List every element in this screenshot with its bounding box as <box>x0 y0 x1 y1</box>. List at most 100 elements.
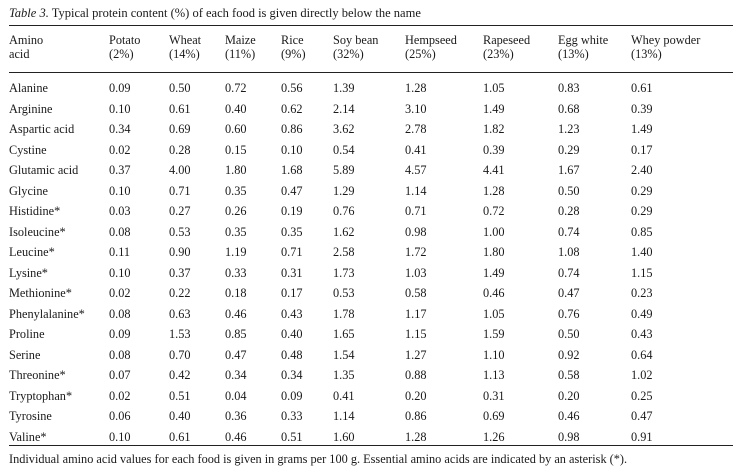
amino-acid-name: Leucine* <box>9 245 55 259</box>
value-cell: 0.61 <box>631 81 653 95</box>
value-cell: 0.41 <box>333 388 355 403</box>
value-cell: 0.10 <box>281 142 303 157</box>
value-cell: 0.71 <box>405 204 427 218</box>
value-cell: 1.49 <box>631 122 653 136</box>
header-food-name: Egg white <box>558 33 609 47</box>
value-cell: 1.60 <box>333 429 355 444</box>
header-food: Rapeseed (23%) <box>483 33 558 73</box>
value-cell: 0.69 <box>483 409 505 423</box>
value-cell: 1.02 <box>631 368 653 382</box>
header-food-name: Maize <box>225 33 256 47</box>
amino-acid-table: Amino acid Potato (2%) Wheat (14%) Maize (11%)… <box>9 33 733 447</box>
header-food-name: Potato <box>109 33 141 47</box>
table-row: Aspartic acid 0.34 0.69 0.60 0.86 3.62 2.78 1.8… <box>9 119 733 140</box>
value-cell: 0.33 <box>225 265 247 280</box>
value-cell: 0.09 <box>281 388 303 403</box>
value-cell: 3.62 <box>333 122 355 136</box>
amino-acid-name: Isoleucine* <box>9 224 66 239</box>
amino-acid-name: Methionine* <box>9 286 72 300</box>
value-cell: 0.50 <box>169 81 191 95</box>
value-cell: 0.35 <box>225 224 247 239</box>
value-cell: 0.51 <box>169 388 191 403</box>
value-cell: 0.10 <box>109 429 131 444</box>
value-cell: 1.10 <box>483 347 505 362</box>
amino-acid-name: Alanine <box>9 81 48 95</box>
caption-text: Typical protein content (%) of each food… <box>48 6 421 20</box>
value-cell: 0.15 <box>225 142 247 157</box>
header-food-protein: (14%) <box>169 47 200 61</box>
value-cell: 1.80 <box>225 163 247 177</box>
header-food-name: Wheat <box>169 33 202 47</box>
value-cell: 0.10 <box>109 183 131 198</box>
value-cell: 1.05 <box>483 306 505 321</box>
value-cell: 4.41 <box>483 163 505 177</box>
value-cell: 0.62 <box>281 101 303 116</box>
value-cell: 1.08 <box>558 245 580 259</box>
table-row: Histidine* 0.03 0.27 0.26 0.19 0.76 0.71 0.72 0.… <box>9 201 733 222</box>
header-food-name: Whey powder <box>631 33 701 47</box>
value-cell: 0.07 <box>109 368 131 382</box>
value-cell: 0.08 <box>109 306 131 321</box>
table-row: Arginine 0.10 0.61 0.40 0.62 2.14 3.10 1.49 0.68… <box>9 99 733 120</box>
amino-acid-name: Glycine <box>9 183 48 198</box>
value-cell: 0.34 <box>109 122 131 136</box>
value-cell: 0.34 <box>281 368 303 382</box>
value-cell: 0.47 <box>225 347 247 362</box>
value-cell: 0.61 <box>169 101 191 116</box>
value-cell: 0.85 <box>225 327 247 341</box>
value-cell: 0.03 <box>109 204 131 218</box>
value-cell: 0.37 <box>169 265 191 280</box>
table-row: Lysine* 0.10 0.37 0.33 0.31 1.73 1.03 1.49 0.74 1… <box>9 263 733 284</box>
value-cell: 0.43 <box>631 327 653 341</box>
value-cell: 4.00 <box>169 163 191 177</box>
value-cell: 0.64 <box>631 347 653 362</box>
value-cell: 0.74 <box>558 224 580 239</box>
header-food: Egg white (13%) <box>558 33 631 73</box>
table-row: Tryptophan* 0.02 0.51 0.04 0.09 0.41 0.20 0.31 0… <box>9 386 733 407</box>
value-cell: 1.13 <box>483 368 505 382</box>
value-cell: 0.35 <box>225 183 247 198</box>
value-cell: 0.09 <box>109 81 131 95</box>
value-cell: 1.49 <box>483 265 505 280</box>
header-amino-line1: Amino <box>9 33 44 47</box>
value-cell: 0.71 <box>281 245 303 259</box>
value-cell: 1.49 <box>483 101 505 116</box>
value-cell: 1.00 <box>483 224 505 239</box>
value-cell: 1.68 <box>281 163 303 177</box>
header-row: Amino acid Potato (2%) Wheat (14%) Maize (11%)… <box>9 33 733 73</box>
value-cell: 1.29 <box>333 183 355 198</box>
value-cell: 0.53 <box>333 286 355 300</box>
value-cell: 0.37 <box>109 163 131 177</box>
value-cell: 0.48 <box>281 347 303 362</box>
value-cell: 0.28 <box>169 142 191 157</box>
amino-acid-name: Tyrosine <box>9 409 52 423</box>
header-food: Hempseed (25%) <box>405 33 483 73</box>
table-row: Serine 0.08 0.70 0.47 0.48 1.54 1.27 1.10 0.92 0.… <box>9 345 733 366</box>
table-row: Proline 0.09 1.53 0.85 0.40 1.65 1.15 1.59 0.50 0… <box>9 324 733 345</box>
value-cell: 5.89 <box>333 163 355 177</box>
caption-label: Table 3. <box>9 6 49 20</box>
value-cell: 0.58 <box>405 286 427 300</box>
value-cell: 0.20 <box>405 388 427 403</box>
value-cell: 0.35 <box>281 224 303 239</box>
value-cell: 0.17 <box>631 142 653 157</box>
value-cell: 0.41 <box>405 142 427 157</box>
value-cell: 0.02 <box>109 388 131 403</box>
value-cell: 0.85 <box>631 224 653 239</box>
header-food-protein: (25%) <box>405 47 436 61</box>
header-food-protein: (32%) <box>333 47 364 61</box>
value-cell: 0.23 <box>631 286 653 300</box>
value-cell: 0.69 <box>169 122 191 136</box>
value-cell: 1.14 <box>333 409 355 423</box>
value-cell: 0.31 <box>483 388 505 403</box>
value-cell: 1.17 <box>405 306 427 321</box>
table-row: Cystine 0.02 0.28 0.15 0.10 0.54 0.41 0.39 0.29 0… <box>9 140 733 161</box>
value-cell: 0.50 <box>558 327 580 341</box>
bottom-rule <box>9 445 733 446</box>
value-cell: 0.92 <box>558 347 580 362</box>
value-cell: 1.27 <box>405 347 427 362</box>
value-cell: 1.80 <box>483 245 505 259</box>
value-cell: 1.19 <box>225 245 247 259</box>
value-cell: 1.05 <box>483 81 505 95</box>
value-cell: 1.78 <box>333 306 355 321</box>
